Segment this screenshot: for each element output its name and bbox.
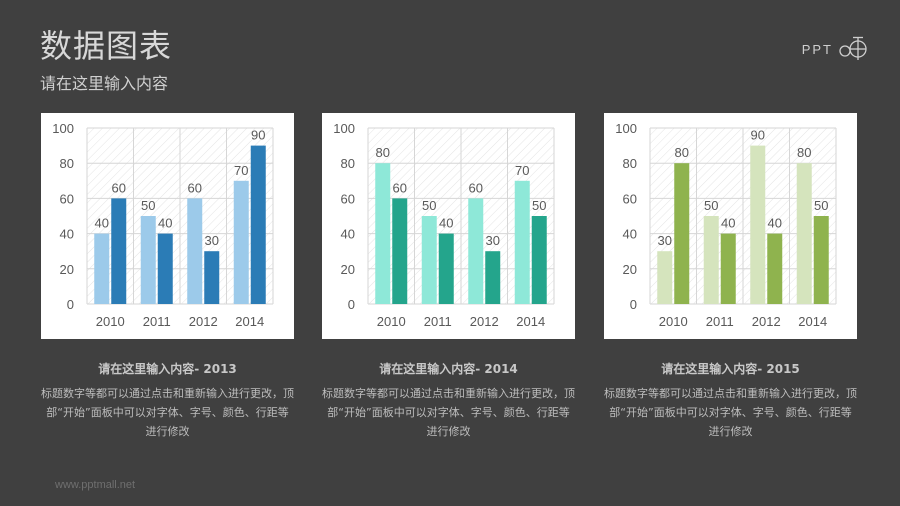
bar-b-2014 (813, 216, 829, 304)
x-tick-label: 2014 (516, 314, 545, 329)
caption-title-2: 请在这里输入内容- 2014 (379, 362, 518, 376)
chart-caption-2: 请在这里输入内容- 2014 标题数字等都可以通过点击和重新输入进行更改，顶部“… (322, 360, 575, 441)
y-tick-label: 80 (60, 156, 74, 171)
data-label: 70 (234, 163, 248, 178)
y-tick-label: 0 (348, 297, 355, 312)
caption-title-1: 请在这里输入内容- 2013 (98, 362, 237, 376)
caption-desc-3: 标题数字等都可以通过点击和重新输入进行更改，顶部“开始”面板中可以对字体、字号、… (604, 387, 857, 438)
bar-b-2010 (674, 163, 690, 304)
logo-text: PPT (801, 41, 833, 57)
bar-a-2014 (233, 180, 249, 304)
page-title: 数据图表 (40, 27, 173, 65)
x-tick-label: 2012 (752, 314, 781, 329)
bar-a-2011 (703, 216, 719, 304)
y-tick-label: 80 (341, 156, 355, 171)
x-tick-label: 2011 (706, 314, 734, 329)
x-tick-label: 2012 (470, 314, 499, 329)
data-label: 30 (205, 233, 219, 248)
y-tick-label: 60 (341, 191, 355, 206)
bar-a-2011 (421, 216, 437, 304)
data-label: 50 (704, 198, 718, 213)
bar-a-2010 (375, 163, 391, 304)
data-label: 80 (675, 145, 689, 160)
data-label: 60 (112, 180, 126, 195)
x-tick-label: 2014 (235, 314, 264, 329)
y-tick-label: 100 (52, 121, 74, 136)
x-tick-label: 2011 (143, 314, 171, 329)
bar-a-2011 (140, 216, 156, 304)
data-label: 40 (439, 216, 453, 231)
data-label: 40 (95, 216, 109, 231)
bar-b-2011 (157, 233, 173, 304)
bar-b-2014 (531, 216, 547, 304)
y-tick-label: 20 (60, 262, 74, 277)
data-label: 70 (515, 163, 529, 178)
bar-a-2010 (657, 251, 673, 304)
bar-a-2014 (796, 163, 812, 304)
x-tick-label: 2014 (798, 314, 827, 329)
x-tick-label: 2011 (424, 314, 452, 329)
bar-b-2012 (485, 251, 501, 304)
bar-b-2010 (111, 198, 127, 304)
y-tick-label: 0 (67, 297, 74, 312)
data-label: 90 (251, 128, 265, 143)
chart-panel-3: 0 20 40 60 80 100 30 80 2010 50 40 2011 90 40 2012 80 50… (604, 113, 857, 339)
y-tick-label: 100 (333, 121, 355, 136)
data-label: 60 (188, 180, 202, 195)
chart-panel-2: 0 20 40 60 80 100 80 60 2010 50 40 2011 60 30 2012 70 50… (322, 113, 575, 339)
y-tick-label: 60 (623, 191, 637, 206)
data-label: 30 (658, 233, 672, 248)
chart-panel-1: 0 20 40 60 80 100 40 60 2010 50 40 2011 60 30 2012 70 90… (41, 113, 294, 339)
y-tick-label: 100 (615, 121, 637, 136)
bar-chart-1: 0204060801004060201050402011603020127090… (52, 121, 274, 329)
x-tick-label: 2010 (659, 314, 688, 329)
data-label: 50 (422, 198, 436, 213)
bar-a-2010 (94, 233, 110, 304)
bar-a-2012 (187, 198, 203, 304)
bar-a-2012 (750, 145, 766, 304)
chart-caption-3: 请在这里输入内容- 2015 标题数字等都可以通过点击和重新输入进行更改，顶部“… (604, 360, 857, 441)
bar-chart-2: 0204060801008060201050402011603020127050… (333, 121, 555, 329)
footer-url: www.pptmall.net (55, 479, 136, 491)
data-label: 40 (721, 216, 735, 231)
bar-b-2011 (720, 233, 736, 304)
x-tick-label: 2010 (96, 314, 125, 329)
bar-b-2012 (204, 251, 220, 304)
data-label: 60 (393, 180, 407, 195)
caption-desc-1: 标题数字等都可以通过点击和重新输入进行更改，顶部“开始”面板中可以对字体、字号、… (41, 387, 294, 438)
y-tick-label: 0 (630, 297, 637, 312)
data-label: 40 (768, 216, 782, 231)
data-label: 50 (141, 198, 155, 213)
y-tick-label: 20 (341, 262, 355, 277)
data-label: 80 (797, 145, 811, 160)
bar-b-2010 (392, 198, 408, 304)
x-tick-label: 2012 (189, 314, 218, 329)
bar-b-2011 (438, 233, 454, 304)
x-tick-label: 2010 (377, 314, 406, 329)
caption-desc-2: 标题数字等都可以通过点击和重新输入进行更改，顶部“开始”面板中可以对字体、字号、… (322, 387, 575, 438)
y-tick-label: 40 (341, 227, 355, 242)
bar-a-2014 (514, 180, 530, 304)
y-tick-label: 20 (623, 262, 637, 277)
data-label: 80 (376, 145, 390, 160)
chart-caption-1: 请在这里输入内容- 2013 标题数字等都可以通过点击和重新输入进行更改，顶部“… (41, 360, 294, 441)
page-subtitle: 请在这里输入内容 (40, 74, 169, 93)
bar-b-2012 (767, 233, 783, 304)
bar-a-2012 (468, 198, 484, 304)
y-tick-label: 40 (623, 227, 637, 242)
logo: PPT (802, 36, 867, 62)
caption-title-3: 请在这里输入内容- 2015 (661, 362, 800, 376)
data-label: 30 (486, 233, 500, 248)
bar-b-2014 (250, 145, 266, 304)
data-label: 40 (158, 216, 172, 231)
data-label: 90 (751, 128, 765, 143)
data-label: 50 (814, 198, 828, 213)
y-tick-label: 80 (623, 156, 637, 171)
gear-logo-icon (839, 36, 867, 60)
y-tick-label: 60 (60, 191, 74, 206)
y-tick-label: 40 (60, 227, 74, 242)
bar-chart-3: 0204060801003080201050402011904020128050… (615, 121, 837, 329)
data-label: 60 (469, 180, 483, 195)
data-label: 50 (532, 198, 546, 213)
